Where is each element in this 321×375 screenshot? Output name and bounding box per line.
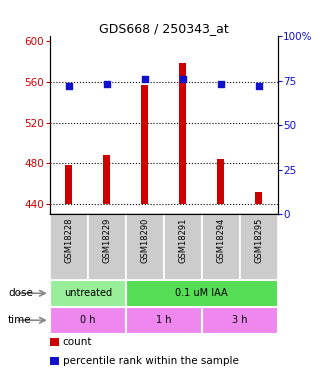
Text: GSM18228: GSM18228 bbox=[64, 217, 73, 263]
Point bbox=[104, 81, 109, 87]
Bar bbox=[240, 214, 278, 280]
Title: GDS668 / 250343_at: GDS668 / 250343_at bbox=[99, 22, 229, 35]
Bar bbox=[88, 214, 126, 280]
Bar bbox=[126, 307, 202, 334]
Text: GSM18294: GSM18294 bbox=[216, 217, 225, 263]
Text: time: time bbox=[8, 315, 32, 325]
Bar bbox=[164, 214, 202, 280]
Text: count: count bbox=[63, 337, 92, 347]
Text: dose: dose bbox=[8, 288, 33, 298]
Bar bbox=[50, 307, 126, 334]
Bar bbox=[179, 63, 186, 204]
Bar bbox=[141, 85, 148, 204]
Bar bbox=[202, 307, 278, 334]
Bar bbox=[126, 280, 278, 307]
Bar bbox=[50, 280, 126, 307]
Bar bbox=[255, 192, 262, 204]
Text: 0.1 uM IAA: 0.1 uM IAA bbox=[175, 288, 228, 298]
Text: GSM18229: GSM18229 bbox=[102, 217, 111, 263]
Point bbox=[256, 83, 261, 89]
Text: 0 h: 0 h bbox=[80, 315, 95, 325]
Bar bbox=[50, 214, 88, 280]
Bar bbox=[126, 214, 164, 280]
Bar bbox=[202, 214, 240, 280]
Text: 1 h: 1 h bbox=[156, 315, 171, 325]
Text: GSM18291: GSM18291 bbox=[178, 217, 187, 263]
Bar bbox=[65, 165, 72, 204]
Point bbox=[142, 76, 147, 82]
Text: 3 h: 3 h bbox=[232, 315, 247, 325]
Text: GSM18295: GSM18295 bbox=[254, 217, 263, 263]
Point bbox=[180, 76, 185, 82]
Bar bbox=[217, 159, 224, 204]
Bar bbox=[103, 155, 110, 204]
Text: GSM18290: GSM18290 bbox=[140, 217, 149, 263]
Text: untreated: untreated bbox=[64, 288, 112, 298]
Point bbox=[66, 83, 71, 89]
Point bbox=[218, 81, 223, 87]
Text: percentile rank within the sample: percentile rank within the sample bbox=[63, 356, 239, 366]
